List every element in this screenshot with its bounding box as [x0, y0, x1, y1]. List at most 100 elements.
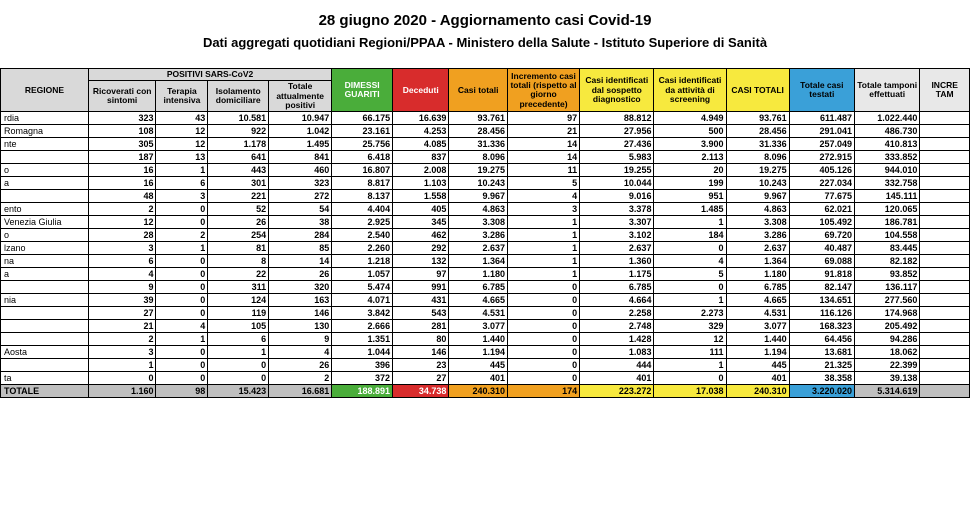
cell: 944.010 — [855, 164, 920, 177]
cell: 83.445 — [855, 242, 920, 255]
col-tamponi: Totale tamponi effettuati — [855, 69, 920, 112]
total-cell: 188.891 — [332, 385, 393, 398]
cell — [920, 346, 970, 359]
cell: 0 — [156, 307, 208, 320]
cell: 0 — [156, 294, 208, 307]
cell: 4 — [88, 268, 156, 281]
cell: 291.041 — [789, 125, 854, 138]
cell: 1 — [156, 164, 208, 177]
cell: 1.042 — [269, 125, 332, 138]
cell: 0 — [507, 346, 579, 359]
title-sub: Dati aggregati quotidiani Regioni/PPAA -… — [0, 35, 970, 50]
cell — [920, 281, 970, 294]
cell: 8.096 — [449, 151, 508, 164]
cell: 1.364 — [449, 255, 508, 268]
cell: 323 — [269, 177, 332, 190]
cell: 8.096 — [726, 151, 789, 164]
cell: 163 — [269, 294, 332, 307]
cell: 3.077 — [726, 320, 789, 333]
cell: 12 — [654, 333, 726, 346]
cell: 1.440 — [449, 333, 508, 346]
cell: 0 — [156, 346, 208, 359]
cell: 38 — [269, 216, 332, 229]
cell: 2 — [88, 203, 156, 216]
cell: 2.637 — [449, 242, 508, 255]
cell: 93.761 — [449, 112, 508, 125]
cell: 9.967 — [726, 190, 789, 203]
col-sospetto: Casi identificati dal sospetto diagnosti… — [580, 69, 654, 112]
cell — [920, 242, 970, 255]
cell: 4 — [156, 320, 208, 333]
cell: 500 — [654, 125, 726, 138]
cell: 136.117 — [855, 281, 920, 294]
cell: 5.474 — [332, 281, 393, 294]
total-cell: 3.220.020 — [789, 385, 854, 398]
cell: 4.664 — [580, 294, 654, 307]
cell: 445 — [449, 359, 508, 372]
total-cell: 174 — [507, 385, 579, 398]
cell: 396 — [332, 359, 393, 372]
cell: 25.756 — [332, 138, 393, 151]
region-name: ento — [1, 203, 89, 216]
cell: 1.103 — [393, 177, 449, 190]
cell — [920, 203, 970, 216]
cell: 1.440 — [726, 333, 789, 346]
cell: 1.218 — [332, 255, 393, 268]
table-row: Romagna108129221.04223.1614.25328.456212… — [1, 125, 970, 138]
cell: 0 — [156, 372, 208, 385]
cell: 184 — [654, 229, 726, 242]
cell: 9 — [88, 281, 156, 294]
cell: 16.639 — [393, 112, 449, 125]
cell: 80 — [393, 333, 449, 346]
cell: 1.022.440 — [855, 112, 920, 125]
cell: 40.487 — [789, 242, 854, 255]
cell: 23.161 — [332, 125, 393, 138]
cell: 3.308 — [726, 216, 789, 229]
cell: 3 — [507, 203, 579, 216]
cell: 93.761 — [726, 112, 789, 125]
cell: 2.666 — [332, 320, 393, 333]
cell: 6.785 — [449, 281, 508, 294]
cell: 9.016 — [580, 190, 654, 203]
cell: 445 — [726, 359, 789, 372]
cell: 272.915 — [789, 151, 854, 164]
cell: 186.781 — [855, 216, 920, 229]
covid-table: REGIONE POSITIVI SARS-CoV2 DIMESSI GUARI… — [0, 68, 970, 398]
cell: 19.255 — [580, 164, 654, 177]
cell: 16.807 — [332, 164, 393, 177]
table-row: na608141.2181321.36411.36041.36469.08882… — [1, 255, 970, 268]
cell: 10.243 — [726, 177, 789, 190]
table-row: rdia3234310.58110.94766.17516.63993.7619… — [1, 112, 970, 125]
cell — [920, 177, 970, 190]
cell: 94.286 — [855, 333, 920, 346]
cell: 3.307 — [580, 216, 654, 229]
cell: 320 — [269, 281, 332, 294]
cell: 0 — [156, 216, 208, 229]
cell: 14 — [507, 138, 579, 151]
cell: 23 — [393, 359, 449, 372]
cell — [920, 125, 970, 138]
cell: 1.428 — [580, 333, 654, 346]
total-cell: 5.314.619 — [855, 385, 920, 398]
cell: 0 — [507, 294, 579, 307]
table-row: nia3901241634.0714314.66504.66414.665134… — [1, 294, 970, 307]
region-name: rdia — [1, 112, 89, 125]
col-regione: REGIONE — [1, 69, 89, 112]
cell: 10.243 — [449, 177, 508, 190]
table-row: a4022261.057971.18011.17551.18091.81893.… — [1, 268, 970, 281]
region-name: Aosta — [1, 346, 89, 359]
cell — [920, 138, 970, 151]
cell: 146 — [393, 346, 449, 359]
cell: 2 — [88, 333, 156, 346]
cell: 292 — [393, 242, 449, 255]
cell: 0 — [156, 203, 208, 216]
cell: 134.651 — [789, 294, 854, 307]
table-row: 187136418416.4188378.096145.9832.1138.09… — [1, 151, 970, 164]
cell: 119 — [208, 307, 269, 320]
cell: 0 — [507, 359, 579, 372]
cell: 26 — [208, 216, 269, 229]
cell: 48 — [88, 190, 156, 203]
cell: 27.436 — [580, 138, 654, 151]
cell: 9 — [269, 333, 332, 346]
cell: 31.336 — [726, 138, 789, 151]
